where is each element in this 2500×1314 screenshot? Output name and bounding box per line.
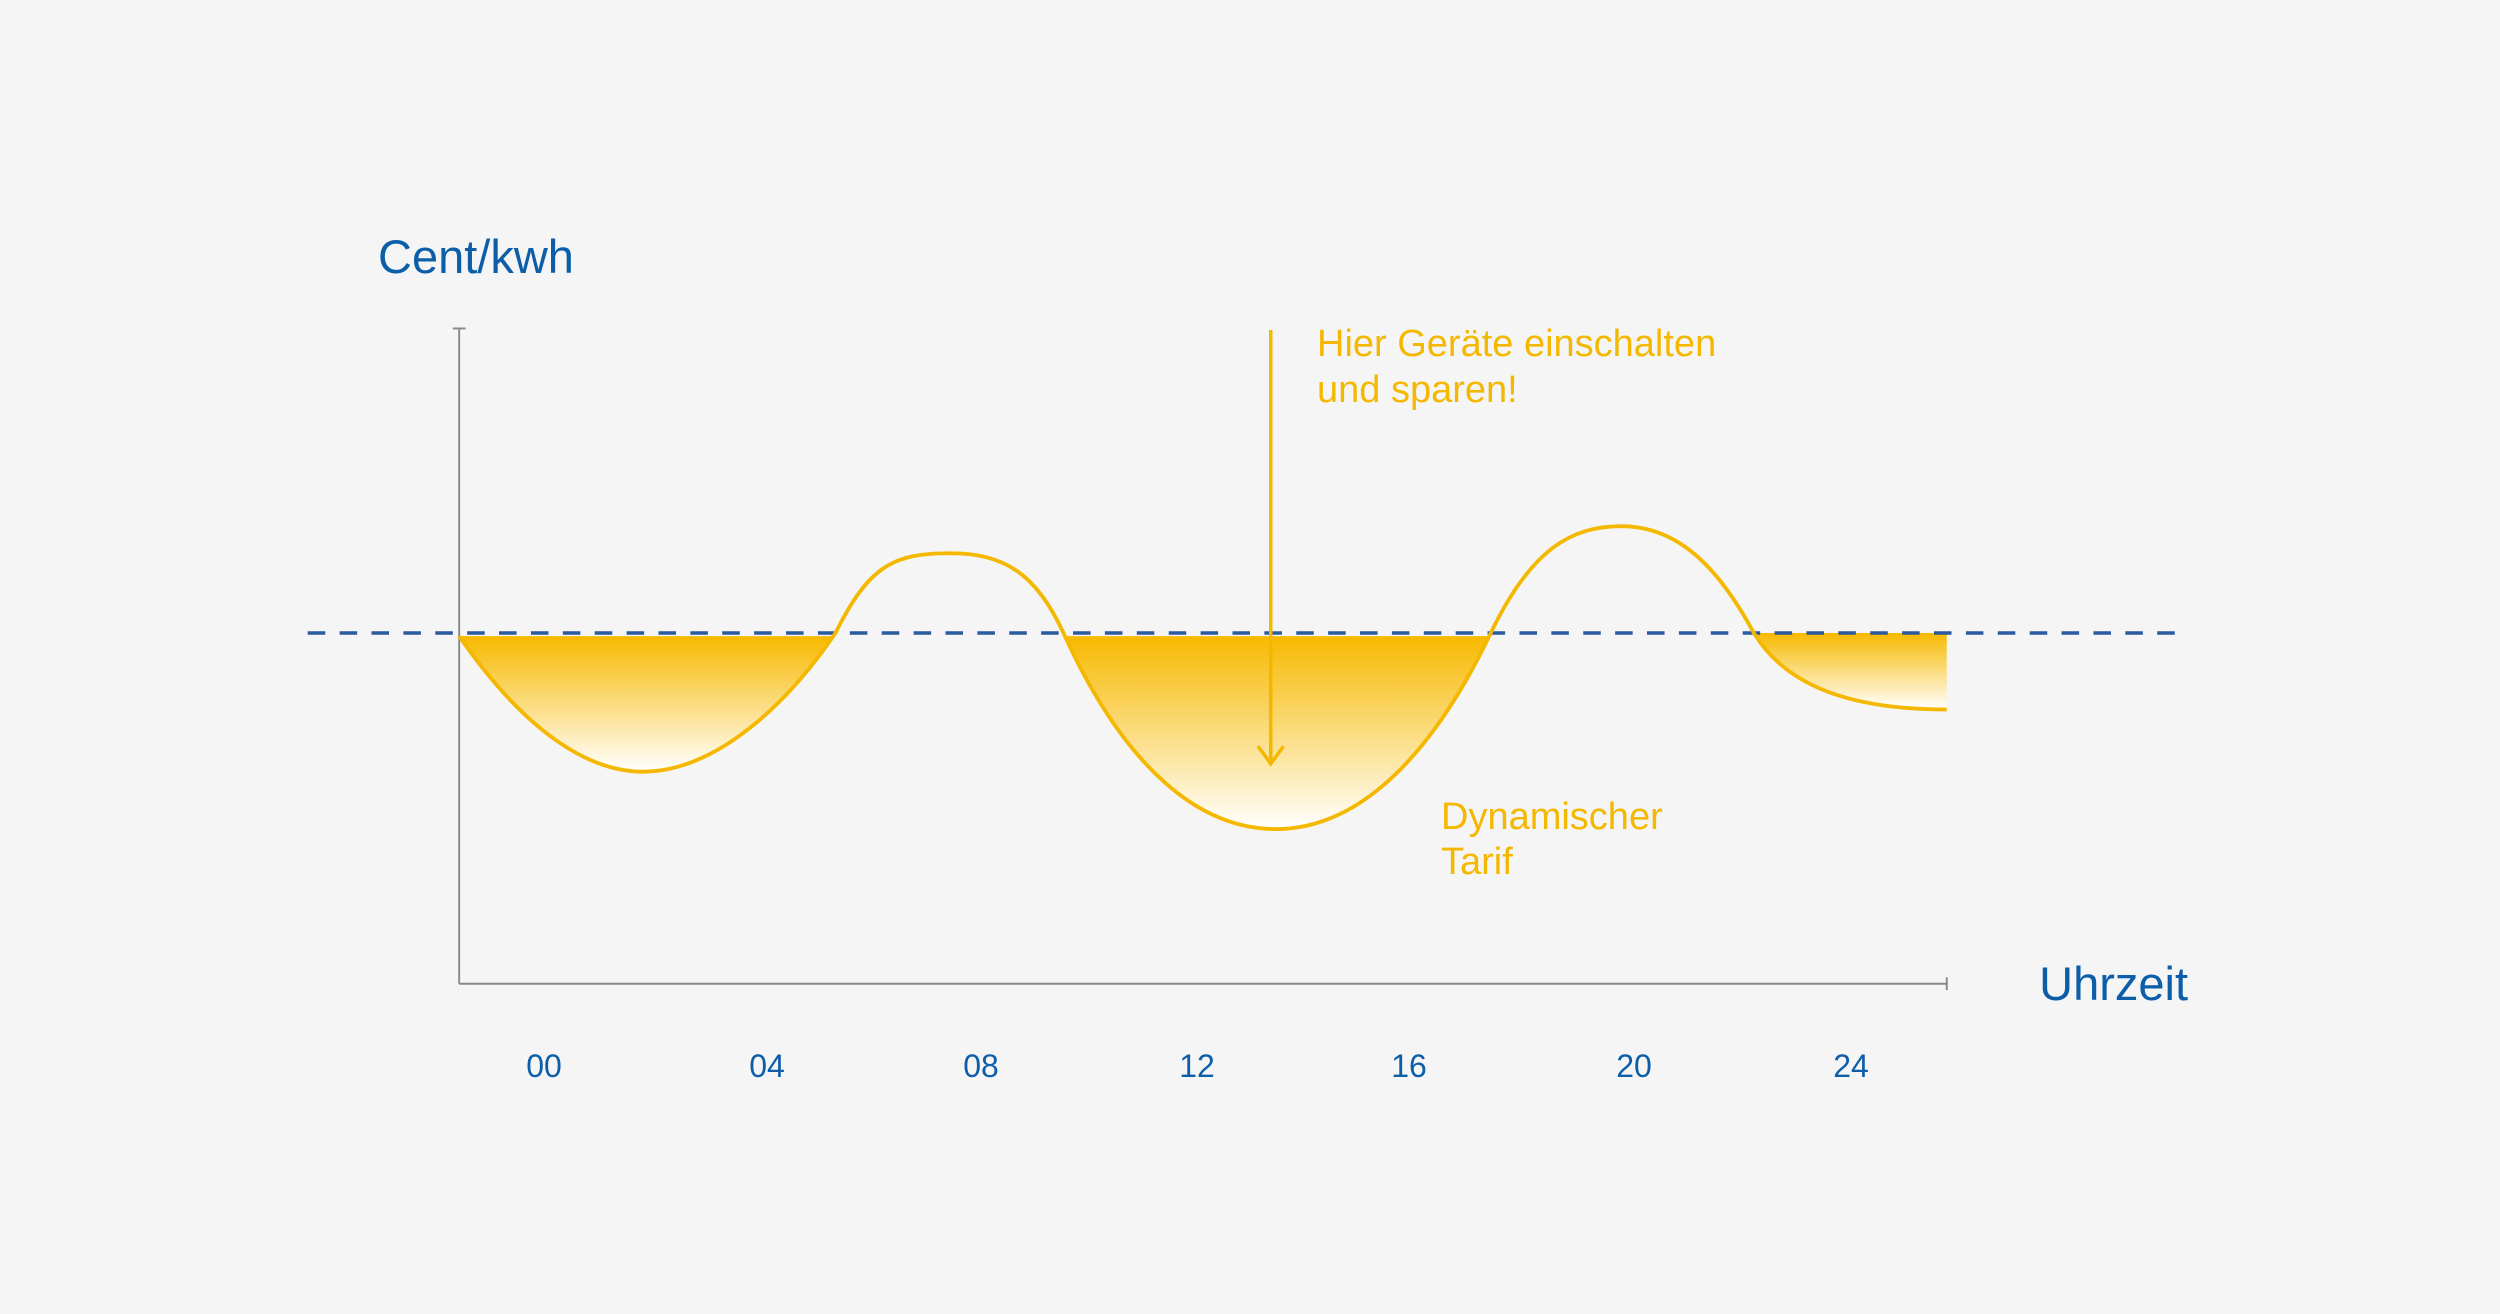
x-tick-label: 20	[1616, 1048, 1652, 1084]
curve-label: Dynamischer	[1441, 796, 1663, 838]
saving-area	[1063, 636, 1491, 830]
x-tick-label: 16	[1391, 1048, 1427, 1084]
annotation: Hier Geräte einschalten	[1317, 323, 1716, 365]
plot	[307, 327, 2188, 991]
saving-area	[1753, 632, 1947, 710]
x-tick-label: 24	[1833, 1048, 1869, 1084]
curve-label: Tarif	[1441, 841, 1513, 883]
annotation: und sparen!	[1317, 369, 1518, 411]
y-axis-label: Cent/kwh	[378, 230, 574, 283]
x-tick-labels: 00 04 08 12 16 20 24	[526, 1048, 1869, 1084]
x-axis-label: Uhrzeit	[2039, 957, 2188, 1010]
arrow-head	[1256, 745, 1285, 767]
x-tick-label: 04	[749, 1048, 785, 1084]
x-tick-label: 12	[1179, 1048, 1215, 1084]
tariff-curve	[457, 524, 1947, 832]
x-tick-label: 00	[526, 1048, 562, 1084]
x-tick-label: 08	[963, 1048, 999, 1084]
